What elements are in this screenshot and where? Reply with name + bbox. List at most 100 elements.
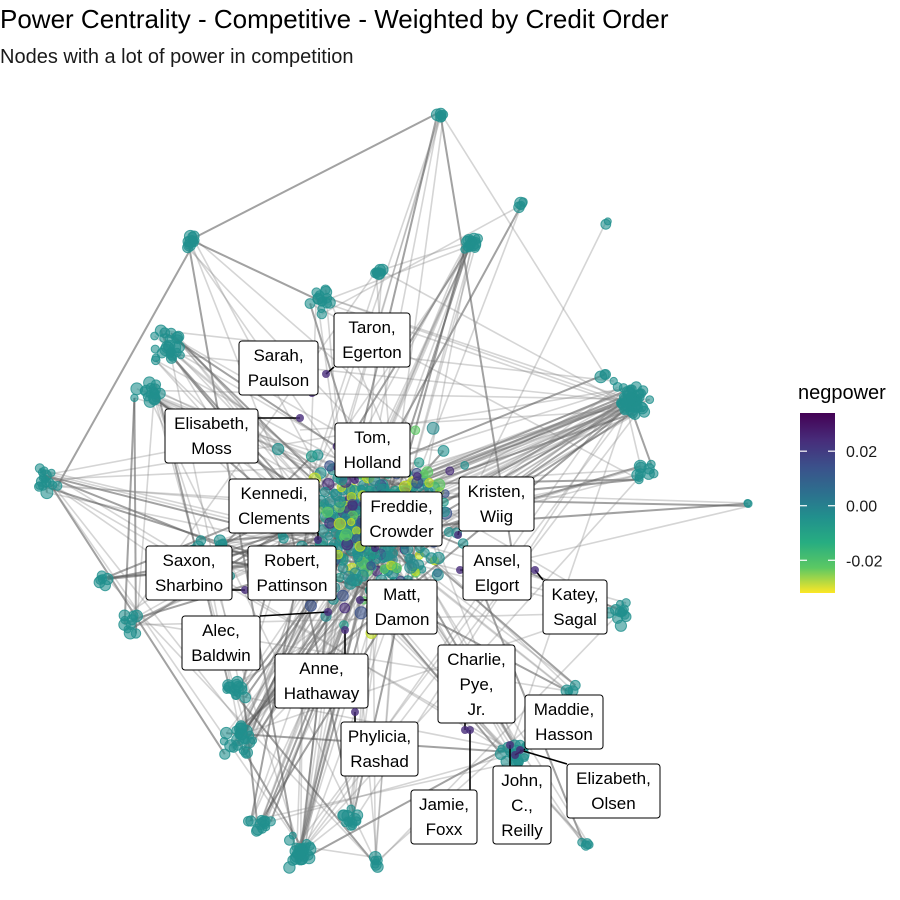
network-edge xyxy=(420,240,473,503)
node-label: John, C., Reilly xyxy=(492,741,552,845)
network-edge xyxy=(248,760,518,823)
network-edge xyxy=(323,561,568,692)
network-node xyxy=(353,552,363,563)
network-edge xyxy=(153,389,650,401)
network-node xyxy=(497,744,506,753)
labeled-node-point xyxy=(454,531,462,539)
label-box xyxy=(458,476,535,532)
network-node xyxy=(410,425,421,436)
network-edge xyxy=(423,397,635,475)
label-box xyxy=(566,763,661,819)
network-node xyxy=(195,535,207,546)
network-node xyxy=(600,218,612,230)
network-edge xyxy=(286,238,479,514)
label-box xyxy=(462,545,532,601)
label-text: Sarah, xyxy=(253,346,303,365)
legend-tick-label: 0.02 xyxy=(846,444,877,461)
network-node xyxy=(391,562,402,574)
network-edge xyxy=(519,505,751,561)
network-node xyxy=(169,341,182,354)
node-label: Kristen, Wiig xyxy=(454,476,535,539)
node-label: Matt, Damon xyxy=(356,579,438,635)
label-text: Hasson xyxy=(535,725,593,744)
label-box xyxy=(334,422,411,478)
network-edge xyxy=(379,111,441,421)
labeled-node-point xyxy=(341,626,349,634)
network-node xyxy=(363,548,376,560)
labeled-node-point xyxy=(516,746,524,754)
network-edge xyxy=(379,269,625,404)
network-node xyxy=(426,421,440,435)
chart-title: Power Centrality - Competitive - Weighte… xyxy=(0,4,669,34)
network-node xyxy=(278,533,289,544)
network-edge xyxy=(419,389,641,481)
label-text: Taron, xyxy=(348,318,395,337)
network-node xyxy=(648,468,659,479)
network-edge xyxy=(187,245,297,852)
network-node xyxy=(347,500,358,511)
network-edge xyxy=(382,239,473,271)
network-node xyxy=(335,572,345,583)
legend-tick-label: -0.02 xyxy=(846,553,883,570)
label-box xyxy=(247,545,337,601)
label-text: Pye, xyxy=(459,675,493,694)
node-label: Alec, Baldwin xyxy=(181,608,332,671)
network-node xyxy=(256,814,267,826)
network-node xyxy=(398,480,412,494)
network-edge xyxy=(321,204,522,315)
network-node xyxy=(123,626,137,640)
network-node xyxy=(319,486,331,498)
network-edge xyxy=(305,846,376,859)
network-node xyxy=(432,478,446,492)
label-text: Hathaway xyxy=(284,684,360,703)
network-edge xyxy=(631,413,653,465)
network-node xyxy=(251,823,264,836)
label-text: Charlie, xyxy=(447,650,506,669)
label-text: Anne, xyxy=(299,659,343,678)
network-edge xyxy=(374,491,404,865)
network-node xyxy=(145,382,156,393)
node-label: Elisabeth, Moss xyxy=(164,408,304,464)
network-node xyxy=(324,517,336,529)
network-node xyxy=(304,599,317,612)
network-node xyxy=(243,816,254,827)
node-label: Jamie, Foxx xyxy=(410,726,478,845)
network-node xyxy=(569,679,581,691)
network-edge xyxy=(314,113,442,480)
network-edge xyxy=(123,397,136,625)
label-box xyxy=(274,653,369,709)
labeled-node-point xyxy=(531,566,539,574)
network-node xyxy=(47,468,56,477)
node-label: Maddie, Hasson xyxy=(511,694,604,759)
label-text: Ansel, xyxy=(473,551,520,570)
node-label: Saxon, Sharbino xyxy=(145,545,249,601)
labeled-node-point xyxy=(241,586,249,594)
labeled-node-point xyxy=(314,536,322,544)
network-node xyxy=(172,330,185,343)
network-node xyxy=(435,111,447,123)
network-node xyxy=(382,550,393,561)
network-edge xyxy=(301,238,470,547)
label-box xyxy=(542,579,608,635)
network-edge xyxy=(43,470,502,750)
label-text: C., xyxy=(511,796,533,815)
node-label: Sarah, Paulson xyxy=(238,340,319,397)
node-labels: Taron, Egerton Sarah, Paulson Elisabeth, Moss… xyxy=(145,312,661,845)
network-node xyxy=(220,726,233,740)
label-text: Olsen xyxy=(591,794,635,813)
label-text: Sagal xyxy=(553,610,596,629)
label-text: Egerton xyxy=(342,343,402,362)
network-node xyxy=(239,724,253,738)
labeled-node-point xyxy=(351,708,359,716)
network-edge xyxy=(192,240,323,303)
network-edge xyxy=(295,406,643,859)
node-label: Tom, Holland xyxy=(334,422,411,484)
network-node xyxy=(40,486,54,500)
network-edge xyxy=(145,390,376,861)
label-text: Crowder xyxy=(369,522,434,541)
network-node xyxy=(334,496,346,508)
network-node xyxy=(130,393,139,403)
label-box xyxy=(238,340,319,396)
network-node xyxy=(616,599,624,608)
label-text: Kristen, xyxy=(468,482,526,501)
